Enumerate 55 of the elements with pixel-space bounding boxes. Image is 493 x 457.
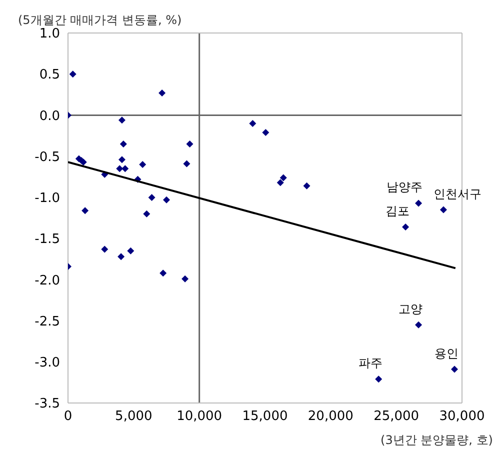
point [69, 70, 76, 78]
point [280, 174, 287, 182]
annotation: 고양 [398, 302, 423, 316]
annotation: 남양주 [386, 180, 423, 194]
annotation: 인천서구 [433, 186, 482, 201]
point [183, 160, 190, 168]
annotation: 김포 [386, 204, 410, 218]
point [163, 196, 170, 204]
point [440, 206, 447, 214]
y-tick-label: 0.5 [39, 68, 60, 83]
point [122, 165, 129, 172]
y-tick-label: -1.0 [34, 191, 60, 206]
point [186, 140, 194, 148]
point [262, 128, 270, 136]
point [375, 376, 382, 383]
y-tick-label: 1.0 [39, 26, 60, 42]
point [127, 247, 134, 254]
point [276, 179, 284, 186]
x-tick-label: 0 [64, 409, 72, 424]
point [451, 366, 458, 373]
point [118, 156, 126, 164]
point [118, 253, 125, 260]
y-tick-label: -3.5 [34, 396, 60, 412]
y-tick-label: -2.0 [34, 273, 60, 288]
x-tick-label: 30,000 [439, 409, 485, 424]
point [303, 182, 310, 190]
y-tick-label: -2.5 [34, 314, 60, 330]
point [415, 321, 422, 328]
x-tick-label: 25,000 [374, 409, 420, 424]
point [116, 165, 124, 172]
point [139, 161, 146, 168]
point [160, 270, 167, 277]
point [158, 90, 166, 97]
point [118, 116, 126, 124]
point [82, 207, 89, 214]
point [182, 275, 189, 282]
point [249, 120, 256, 127]
annotation: 파주 [358, 356, 383, 370]
point [415, 200, 422, 207]
y-tick-label: -3.0 [34, 356, 60, 371]
point [120, 140, 127, 148]
point [402, 224, 410, 231]
x-tick-label: 5,000 [115, 409, 152, 424]
point [101, 246, 108, 253]
point [148, 194, 156, 201]
point [143, 210, 150, 218]
annotation: 용인 [434, 346, 459, 360]
x-axis-title: (3년간 분양물량, 호) [380, 432, 493, 449]
y-tick-label: 0.0 [39, 108, 60, 124]
y-tick-label: -0.5 [34, 150, 60, 165]
x-tick-label: 10,000 [176, 409, 222, 424]
y-axis-title: (5개월간 매매가격 변동률, %) [18, 12, 182, 28]
y-tick-label: -1.5 [34, 232, 60, 248]
x-tick-label: 20,000 [308, 409, 354, 424]
x-tick-label: 15,000 [242, 409, 288, 424]
